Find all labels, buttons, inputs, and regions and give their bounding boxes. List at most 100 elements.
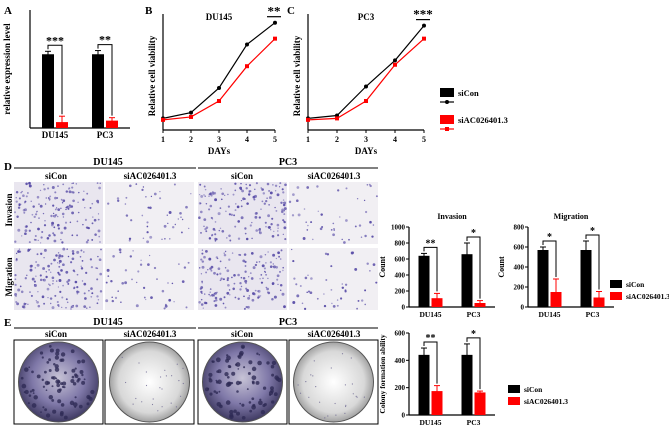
- data-point: [364, 84, 368, 89]
- cell-dot: [99, 290, 103, 293]
- cell-dot: [366, 262, 369, 265]
- x-axis-label: DAYs: [355, 146, 378, 156]
- cell-dot: [339, 216, 341, 218]
- cell-dot: [276, 274, 280, 278]
- cell-dot: [86, 192, 89, 195]
- cell-dot: [111, 299, 115, 303]
- legend-swatch: [440, 115, 454, 124]
- panel-letter-a: A: [4, 5, 12, 17]
- cell-dot: [243, 307, 246, 310]
- cell-dot: [45, 271, 47, 273]
- cell-dot: [135, 304, 139, 308]
- colony-dot: [52, 376, 56, 380]
- cell-dot: [58, 262, 61, 265]
- cell-dot: [284, 238, 287, 241]
- colony-dot: [165, 375, 167, 377]
- x-tick-label: DU145: [538, 310, 560, 319]
- y-axis-label: Count: [497, 256, 506, 278]
- cell-dot: [245, 237, 249, 241]
- cell-dot: [317, 210, 320, 213]
- cell-dot: [93, 218, 97, 222]
- cell-dot: [236, 205, 240, 209]
- y-tick-label: 0: [402, 412, 406, 420]
- cell-dot: [207, 269, 209, 271]
- cell-dot: [34, 213, 38, 216]
- cell-dot: [209, 204, 213, 208]
- colony-dot: [138, 362, 140, 364]
- x-tick-label: DU145: [419, 418, 441, 427]
- cell-dot: [375, 281, 378, 284]
- cell-dot: [65, 190, 69, 193]
- cell-dot: [214, 229, 216, 231]
- colony-dot: [351, 383, 353, 385]
- cell-dot: [283, 226, 287, 230]
- cell-dot: [246, 202, 249, 205]
- cell-dot: [79, 255, 82, 258]
- cell-dot: [95, 267, 98, 269]
- cell-dot: [44, 220, 46, 222]
- cell-dot: [110, 279, 113, 283]
- colony-dot: [45, 413, 51, 418]
- series-line-siac026401-3: [307, 38, 425, 121]
- cell-dot: [19, 285, 22, 288]
- cell-dot: [234, 296, 237, 299]
- colony-dot: [356, 396, 358, 398]
- micro-group-pc3: PC3: [279, 157, 297, 168]
- colony-dot: [215, 380, 219, 384]
- cell-dot: [243, 253, 247, 256]
- cell-dot: [31, 277, 35, 281]
- cell-dot: [57, 262, 59, 264]
- cell-dot: [354, 225, 357, 228]
- colony-dot: [350, 357, 352, 359]
- colony-dot: [59, 388, 62, 392]
- cell-dot: [274, 190, 277, 192]
- cell-dot: [235, 203, 237, 205]
- colony-dot: [270, 386, 274, 391]
- colony-dot: [249, 409, 253, 413]
- colony-dot: [262, 386, 267, 390]
- cell-dot: [229, 294, 231, 296]
- cell-dot: [71, 249, 75, 253]
- cell-dot: [332, 233, 335, 237]
- cell-dot: [244, 270, 247, 273]
- x-axis-label: DAYs: [208, 146, 231, 156]
- cell-dot: [73, 287, 75, 290]
- colony-dot: [72, 382, 77, 386]
- cell-dot: [76, 292, 79, 295]
- cell-dot: [203, 225, 205, 228]
- colony-dot: [51, 398, 55, 402]
- x-tick-label: 4: [393, 135, 397, 144]
- x-tick-label: 4: [245, 135, 249, 144]
- cell-dot: [156, 278, 158, 280]
- cell-dot: [214, 198, 218, 202]
- colony-dot: [209, 392, 213, 396]
- cell-dot: [64, 221, 68, 224]
- cell-dot: [200, 290, 203, 294]
- cell-dot: [49, 302, 52, 305]
- cell-dot: [341, 238, 343, 241]
- cell-dot: [265, 262, 267, 264]
- cell-dot: [18, 197, 21, 200]
- data-point: [245, 64, 249, 69]
- cell-dot: [23, 302, 26, 305]
- cell-dot: [30, 200, 32, 202]
- cell-dot: [205, 230, 208, 233]
- cell-dot: [180, 231, 183, 234]
- cell-dot: [59, 290, 62, 293]
- cell-dot: [35, 211, 38, 213]
- cell-dot: [100, 248, 102, 251]
- cell-dot: [21, 235, 23, 237]
- colony-dot: [74, 373, 78, 377]
- colony-dot: [125, 381, 127, 384]
- cell-dot: [226, 291, 230, 295]
- cell-dot: [288, 200, 292, 204]
- chart-d-migration: Migration 0 200 400 600 800 Count DU145 * PC3 *: [497, 212, 614, 319]
- cell-dot: [24, 232, 27, 236]
- cell-dot: [323, 304, 327, 308]
- cell-dot: [265, 199, 268, 203]
- y-tick-label: 200: [514, 284, 525, 292]
- cell-dot: [137, 270, 140, 273]
- cell-dot: [276, 278, 279, 281]
- series-line-sicon: [162, 22, 276, 119]
- cell-dot: [267, 251, 269, 253]
